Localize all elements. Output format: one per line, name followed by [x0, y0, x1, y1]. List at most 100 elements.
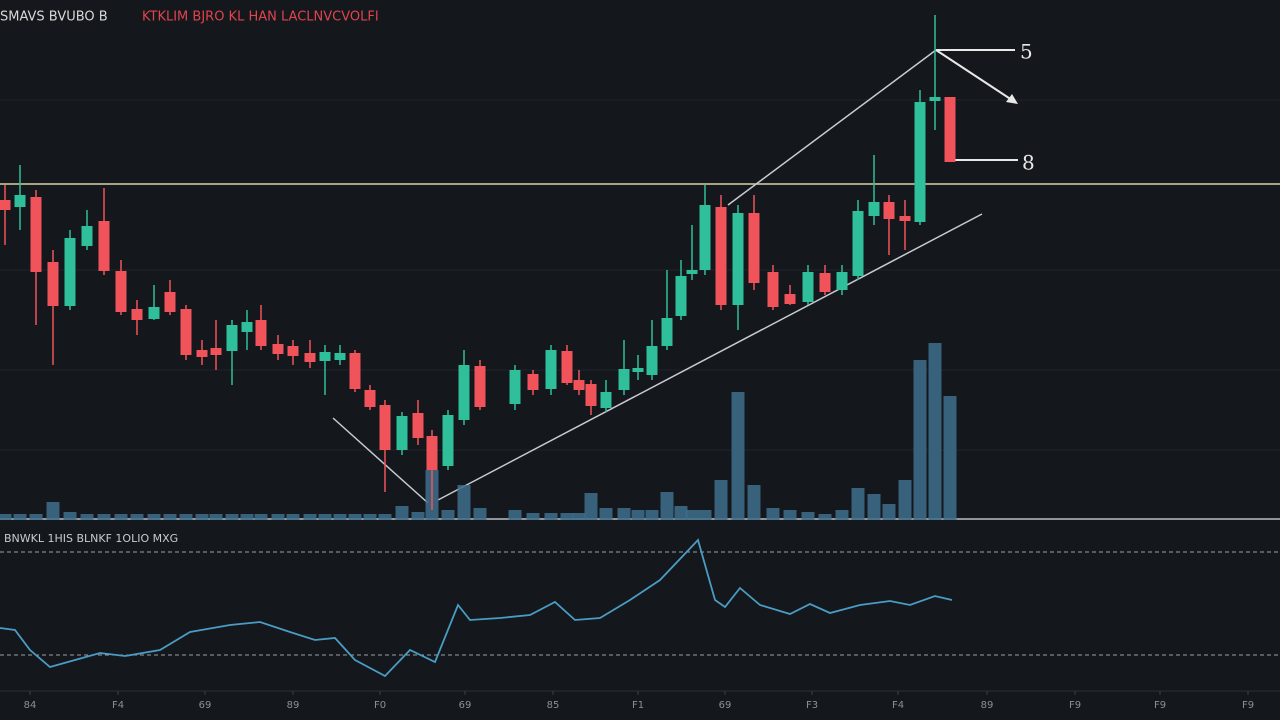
- volume-bar: [411, 512, 425, 520]
- volume-bar: [584, 493, 598, 520]
- volume-bar: [660, 492, 674, 520]
- trend-line: [437, 213, 983, 501]
- indicator-title: BNWKL 1HIS BLNKF 1OLIO MXG: [4, 532, 178, 545]
- volume-bar: [130, 514, 144, 520]
- candle-body: [180, 309, 192, 355]
- candle-body: [802, 272, 814, 302]
- candle-body: [732, 213, 744, 305]
- volume-bar: [835, 510, 849, 520]
- volume-bar: [378, 514, 392, 520]
- candle-body: [81, 226, 93, 246]
- candle-body: [304, 353, 316, 362]
- x-tick-label: F0: [374, 700, 386, 711]
- volume-bar: [714, 480, 728, 520]
- candle-body: [115, 271, 127, 312]
- candle-body: [474, 366, 486, 407]
- candle-body: [868, 202, 880, 216]
- candle-body: [14, 195, 26, 207]
- x-tick-label: 69: [719, 700, 732, 711]
- volume-bar: [851, 488, 865, 520]
- candle-body: [319, 352, 331, 361]
- candle-body: [426, 436, 438, 470]
- volume-bar: [163, 514, 177, 520]
- volume-bar: [303, 514, 317, 520]
- chart-title: SMAVS BVUBO B: [0, 10, 108, 25]
- volume-bar: [685, 510, 699, 520]
- volume-bar: [240, 514, 254, 520]
- volume-bar: [333, 514, 347, 520]
- candle-body: [944, 97, 956, 162]
- volume-bar: [898, 480, 912, 520]
- candle-body: [226, 325, 238, 351]
- volume-bar: [747, 485, 761, 520]
- volume-bar: [818, 514, 832, 520]
- volume-bar: [318, 514, 332, 520]
- volume-bar: [698, 510, 712, 520]
- volume-bar: [631, 510, 645, 520]
- candle-body: [396, 416, 408, 450]
- volume-bar: [766, 508, 780, 520]
- x-tick-label: F1: [632, 700, 644, 711]
- candle-body: [914, 102, 926, 222]
- candle-body: [632, 368, 644, 372]
- candle-body: [131, 309, 143, 320]
- candle-body: [883, 202, 895, 219]
- x-tick-label: F3: [806, 700, 818, 711]
- candle-body: [349, 353, 361, 389]
- candle-body: [334, 353, 346, 360]
- x-tick-label: 69: [199, 700, 212, 711]
- volume-bar: [114, 514, 128, 520]
- volume-bar: [913, 360, 927, 520]
- volume-bar: [928, 343, 942, 520]
- x-tick-label: 85: [547, 700, 560, 711]
- x-tick-label: F9: [1242, 700, 1254, 711]
- chart-subtitle: KTKLIM BJRO KL HAN LACLNVCVOLFI: [142, 10, 379, 25]
- candle-body: [715, 207, 727, 305]
- volume-bar: [63, 512, 77, 520]
- volume-bar: [209, 514, 223, 520]
- volume-bar: [457, 485, 471, 520]
- x-tick-label: 89: [287, 700, 300, 711]
- candle-body: [573, 380, 585, 390]
- candle-body: [379, 405, 391, 450]
- volume-bar: [13, 514, 27, 520]
- volume-bar: [441, 510, 455, 520]
- candle-body: [196, 350, 208, 357]
- candle-body: [748, 213, 760, 283]
- candle-body: [287, 346, 299, 356]
- candle-body: [255, 320, 267, 346]
- candle-body: [899, 216, 911, 221]
- volume-bar: [544, 513, 558, 520]
- annotation: 8: [1022, 151, 1035, 175]
- volume-bar: [783, 510, 797, 520]
- volume-bar: [526, 513, 540, 520]
- candle-body: [148, 307, 160, 319]
- volume-bar: [147, 514, 161, 520]
- volume-bar: [286, 514, 300, 520]
- volume-bar: [195, 514, 209, 520]
- trend-line: [332, 417, 429, 504]
- candle-body: [458, 365, 470, 420]
- volume-bar: [508, 510, 522, 520]
- candle-body: [364, 390, 376, 407]
- volume-bar: [473, 508, 487, 520]
- volume-bar: [731, 392, 745, 520]
- candle-body: [852, 211, 864, 276]
- volume-bar: [271, 514, 285, 520]
- candle-body: [64, 238, 76, 306]
- candle-body: [646, 346, 658, 375]
- candle-body: [836, 272, 848, 290]
- annotation: 5: [1020, 40, 1033, 64]
- volume-bar: [0, 514, 12, 520]
- candle-body: [30, 197, 42, 272]
- volume-bar: [97, 514, 111, 520]
- volume-bar: [395, 506, 409, 520]
- candle-body: [164, 292, 176, 312]
- candle-body: [241, 322, 253, 332]
- x-tick-label: F9: [1154, 700, 1166, 711]
- candle-body: [929, 97, 941, 101]
- volume-bar: [254, 514, 268, 520]
- volume-bar: [943, 396, 957, 520]
- candle-body: [0, 200, 11, 210]
- candle-body: [618, 369, 630, 390]
